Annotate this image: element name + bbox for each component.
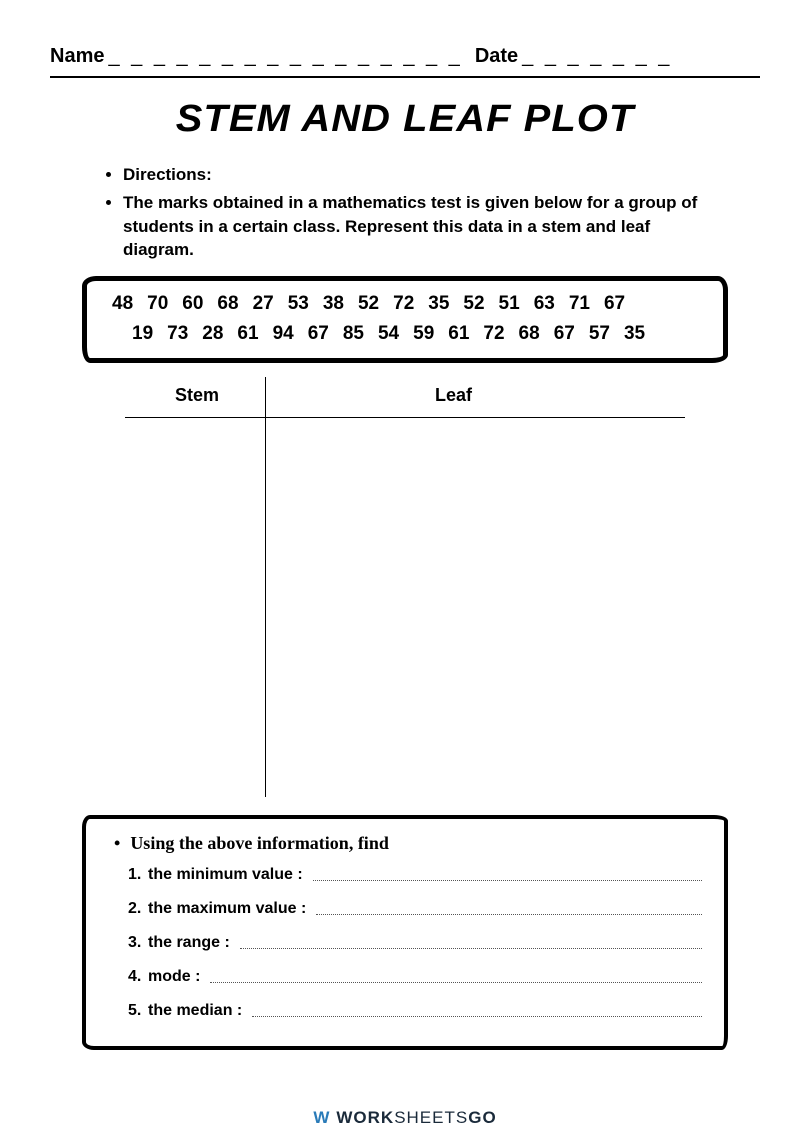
- date-blank[interactable]: _ _ _ _ _ _ _: [522, 45, 672, 68]
- questions-box: Using the above information, find 1.the …: [82, 815, 728, 1050]
- name-label: Name: [50, 45, 104, 68]
- plot-horizontal-line: [125, 417, 685, 418]
- data-value: 28: [202, 319, 223, 348]
- name-blank[interactable]: _ _ _ _ _ _ _ _ _ _ _ _ _ _ _ _: [108, 45, 462, 68]
- question-label: mode :: [148, 968, 200, 986]
- question-row: 3.the range :: [128, 934, 702, 952]
- data-values-box: 487060682753385272355251637167 197328619…: [82, 276, 728, 363]
- data-value: 38: [323, 289, 344, 318]
- page-title: STEM AND LEAF PLOT: [32, 98, 778, 141]
- question-row: 4.mode :: [128, 968, 702, 986]
- data-value: 70: [147, 289, 168, 318]
- stem-leaf-plot-area: Stem Leaf: [125, 377, 685, 797]
- data-value: 52: [463, 289, 484, 318]
- data-value: 67: [554, 319, 575, 348]
- leaf-column-header: Leaf: [435, 385, 472, 406]
- brand-part-3: GO: [468, 1108, 496, 1127]
- question-number: 4.: [128, 968, 148, 986]
- data-value: 19: [132, 319, 153, 348]
- data-value: 68: [217, 289, 238, 318]
- question-row: 5.the median :: [128, 1002, 702, 1020]
- data-value: 61: [448, 319, 469, 348]
- question-label: the median :: [148, 1002, 242, 1020]
- data-value: 51: [499, 289, 520, 318]
- question-number: 5.: [128, 1002, 148, 1020]
- header-row: Name _ _ _ _ _ _ _ _ _ _ _ _ _ _ _ _ Dat…: [50, 45, 760, 68]
- questions-intro: Using the above information, find: [108, 833, 702, 854]
- data-value: 85: [343, 319, 364, 348]
- data-value: 53: [288, 289, 309, 318]
- data-value: 72: [393, 289, 414, 318]
- question-number: 3.: [128, 934, 148, 952]
- logo-icon: W: [313, 1108, 330, 1127]
- data-value: 54: [378, 319, 399, 348]
- data-value: 94: [273, 319, 294, 348]
- question-label: the minimum value :: [148, 866, 303, 884]
- footer-logo: W WORKSHEETSGO: [0, 1108, 810, 1128]
- question-label: the range :: [148, 934, 230, 952]
- directions-label: Directions:: [123, 163, 720, 187]
- directions-text: The marks obtained in a mathematics test…: [123, 191, 720, 262]
- data-row-2: 19 73 28 61 94 67 85 54 59 61 72 68 67 57 35: [105, 319, 705, 348]
- answer-blank[interactable]: [240, 948, 702, 949]
- answer-blank[interactable]: [210, 982, 702, 983]
- directions-block: Directions: The marks obtained in a math…: [50, 163, 760, 262]
- data-value: 52: [358, 289, 379, 318]
- data-value: 60: [182, 289, 203, 318]
- data-value: 63: [534, 289, 555, 318]
- brand-part-1: WORK: [336, 1108, 394, 1127]
- date-label: Date: [475, 45, 518, 68]
- data-value: 61: [237, 319, 258, 348]
- answer-blank[interactable]: [252, 1016, 702, 1017]
- data-value: 71: [569, 289, 590, 318]
- answer-blank[interactable]: [313, 880, 702, 881]
- data-value: 73: [167, 319, 188, 348]
- data-value: 67: [604, 289, 625, 318]
- data-row-1: 48 70 60 68 27 53 38 52 72 35 52 51 63 71 67: [105, 289, 705, 318]
- answer-blank[interactable]: [316, 914, 702, 915]
- data-value: 59: [413, 319, 434, 348]
- data-value: 67: [308, 319, 329, 348]
- data-value: 57: [589, 319, 610, 348]
- stem-column-header: Stem: [175, 385, 219, 406]
- data-value: 35: [428, 289, 449, 318]
- question-number: 2.: [128, 900, 148, 918]
- data-value: 68: [519, 319, 540, 348]
- header-divider: [50, 76, 760, 78]
- brand-part-2: SHEETS: [394, 1108, 468, 1127]
- data-value: 35: [624, 319, 645, 348]
- question-number: 1.: [128, 866, 148, 884]
- question-row: 2.the maximum value :: [128, 900, 702, 918]
- questions-list: 1.the minimum value :2.the maximum value…: [108, 866, 702, 1020]
- data-value: 48: [112, 289, 133, 318]
- plot-vertical-line: [265, 377, 266, 797]
- data-value: 72: [483, 319, 504, 348]
- question-label: the maximum value :: [148, 900, 306, 918]
- data-value: 27: [253, 289, 274, 318]
- question-row: 1.the minimum value :: [128, 866, 702, 884]
